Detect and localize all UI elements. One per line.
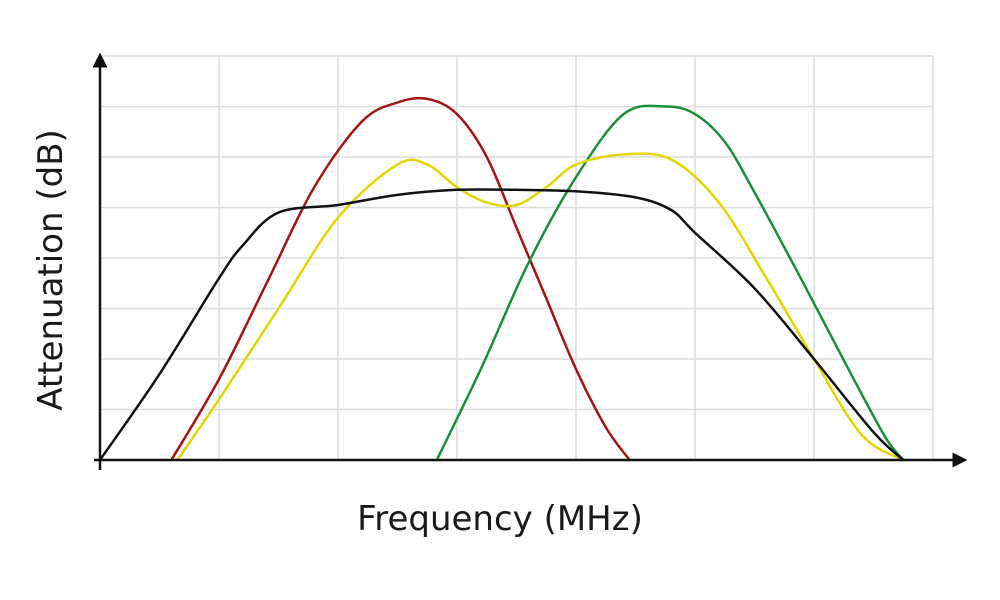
y-axis-label: Attenuation (dB) bbox=[31, 129, 71, 411]
series-line-2 bbox=[435, 104, 905, 462]
series-line-3 bbox=[176, 152, 905, 462]
x-axis-label: Frequency (MHz) bbox=[357, 499, 643, 539]
grid bbox=[100, 55, 934, 460]
series-group bbox=[98, 96, 905, 462]
series-line-4 bbox=[98, 188, 905, 462]
series-line-1 bbox=[170, 96, 631, 462]
